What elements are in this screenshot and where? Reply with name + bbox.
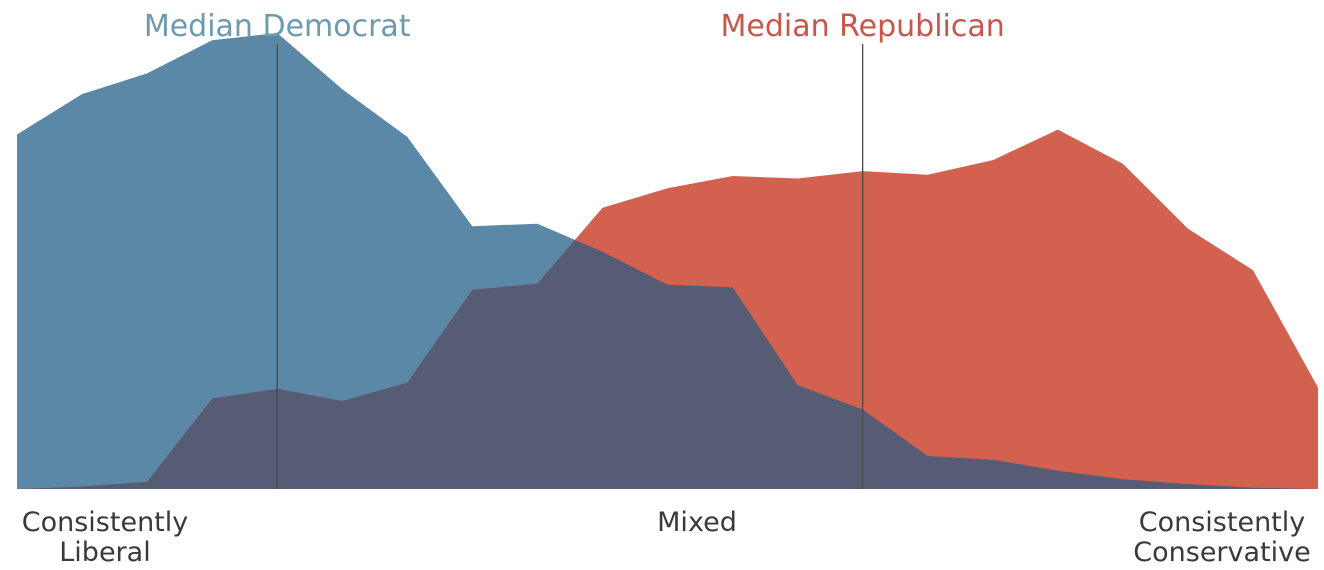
- median-lines: [276, 44, 864, 489]
- axis-label-center: Mixed: [657, 507, 737, 538]
- median-republican-label: Median Republican: [721, 9, 1005, 44]
- democrat-area: [17, 33, 1318, 489]
- axis-label-left-line2: Liberal: [59, 537, 150, 568]
- axis-label-left-line1: Consistently: [22, 507, 189, 538]
- median-democrat-label: Median Democrat: [144, 9, 411, 44]
- axis-label-right-line1: Consistently: [1139, 507, 1306, 538]
- distribution-areas: [17, 33, 1318, 489]
- axis-label-right-line2: Conservative: [1133, 537, 1310, 568]
